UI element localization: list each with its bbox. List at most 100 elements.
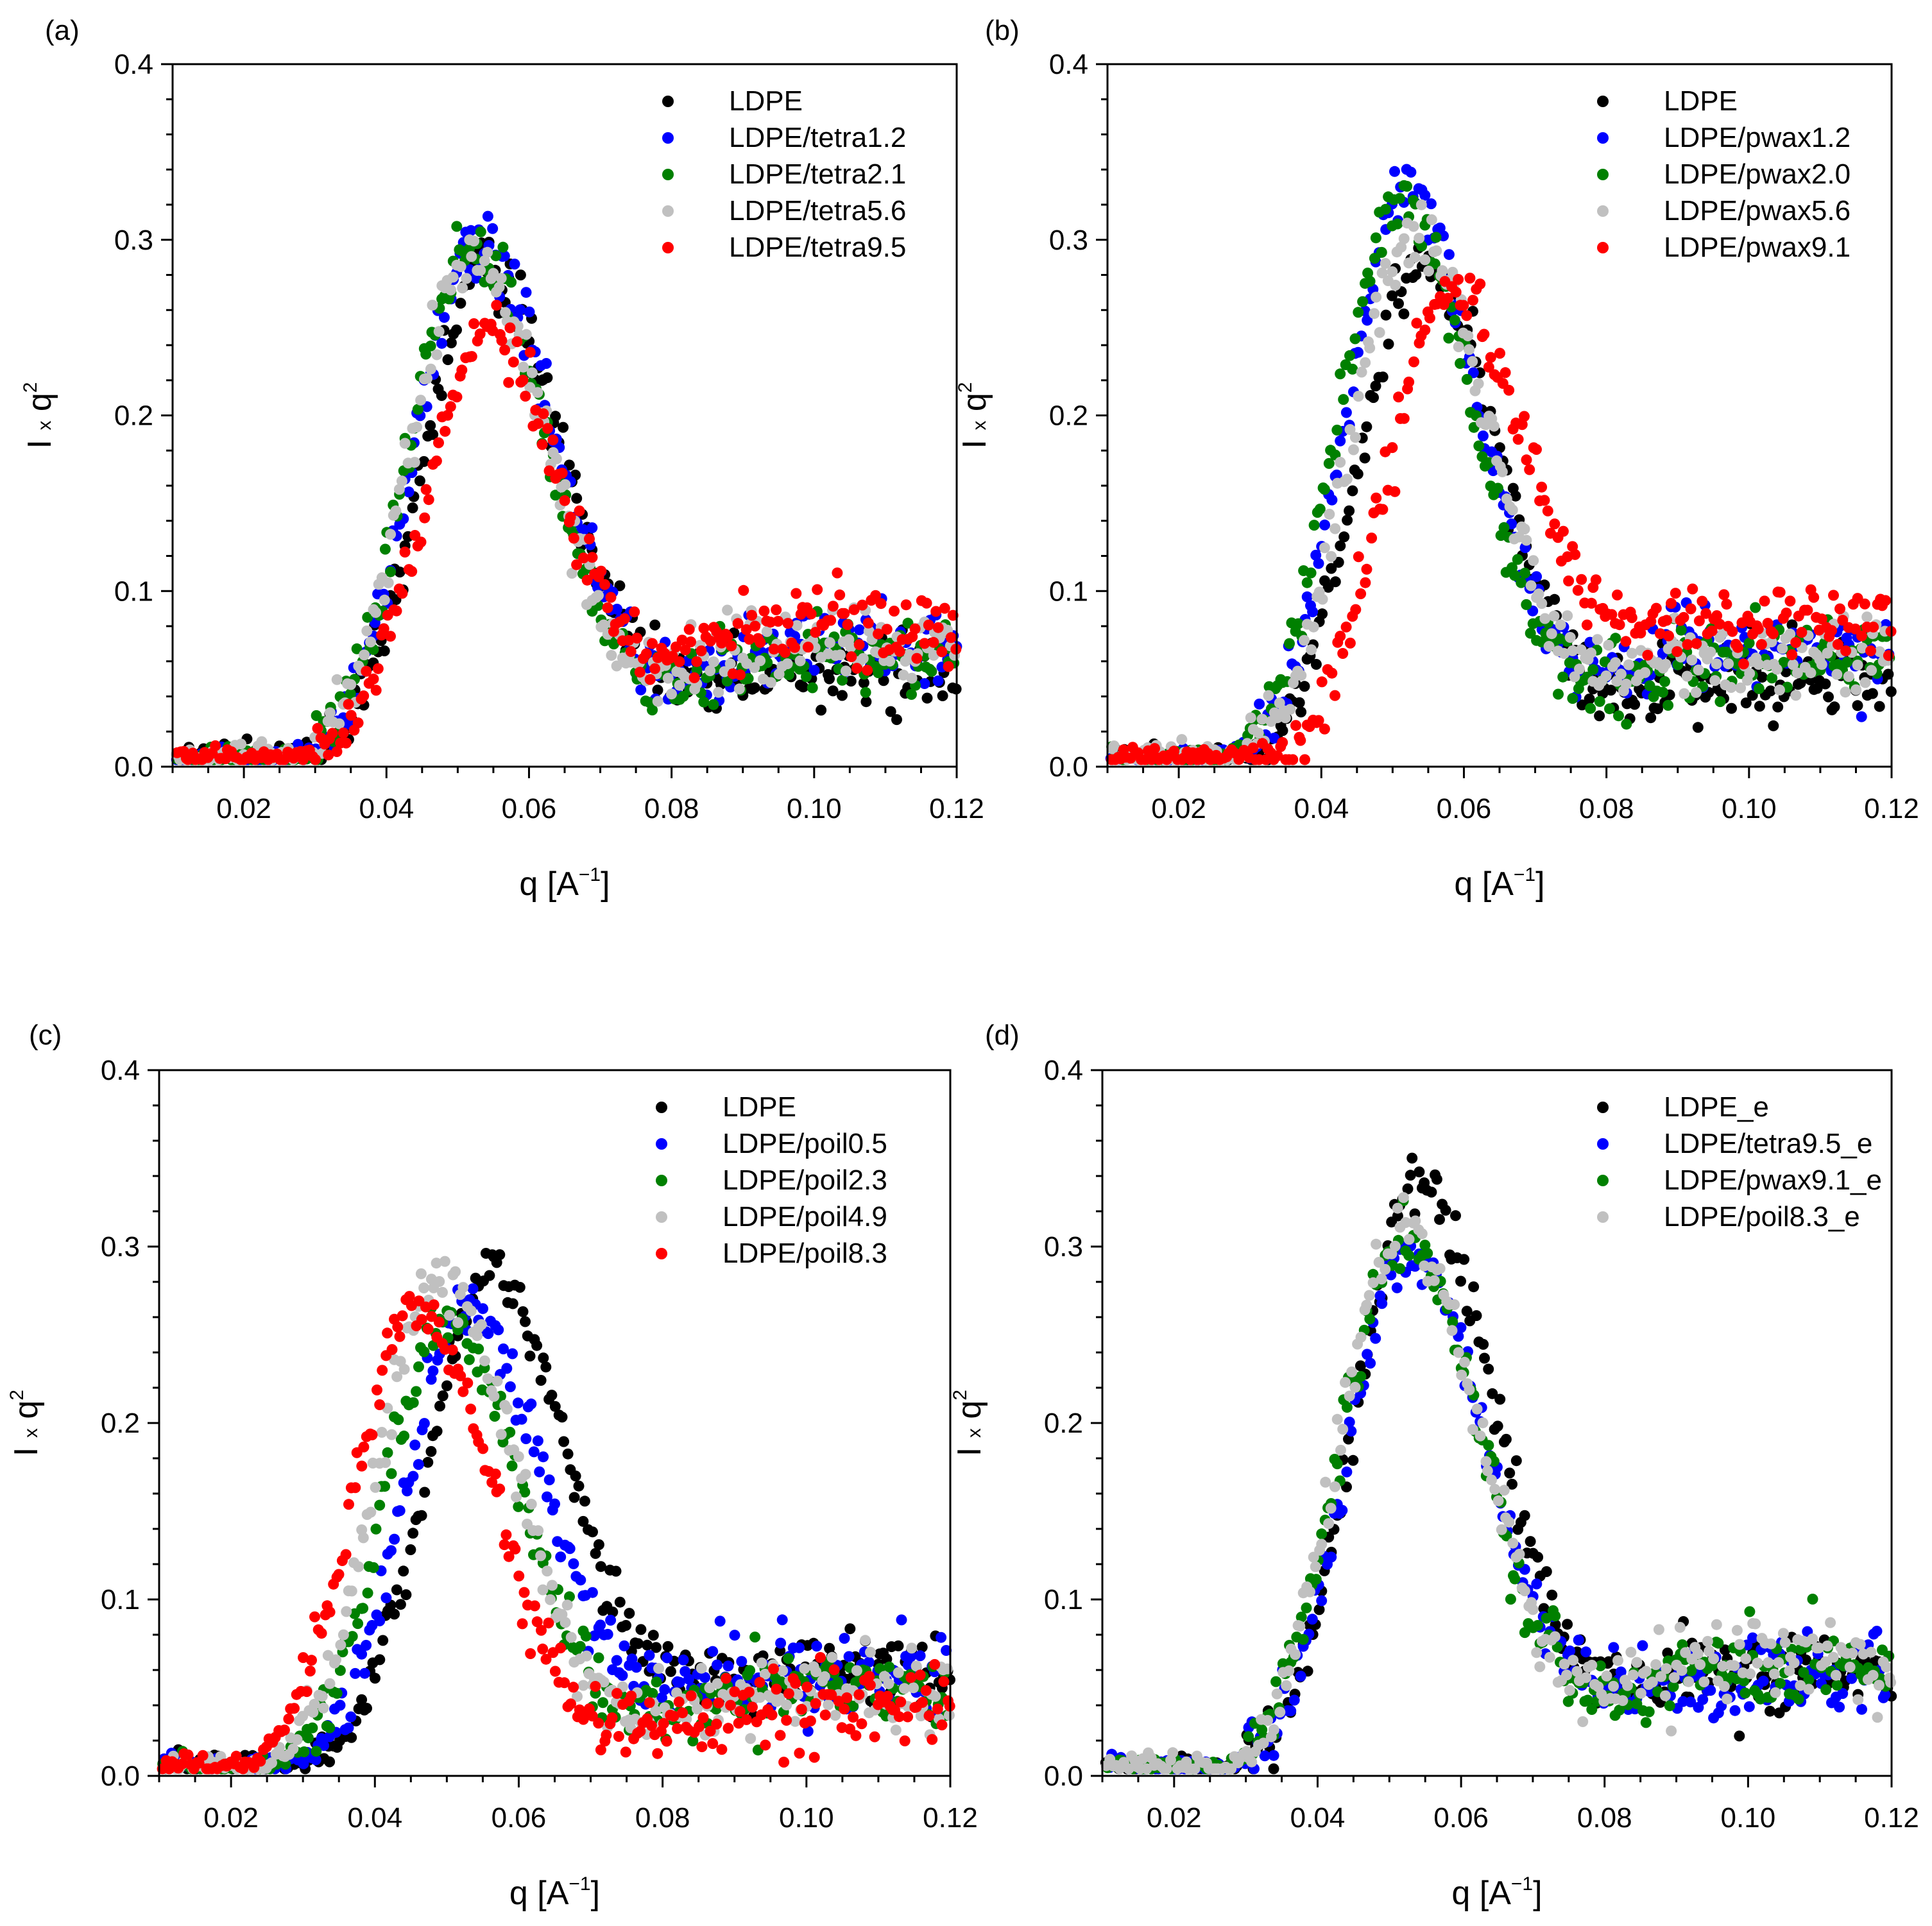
data-point [1685,603,1697,615]
data-point [844,1623,856,1635]
data-point [620,1620,631,1631]
data-point [713,1697,724,1709]
data-point [1425,198,1437,210]
data-point [531,1340,543,1351]
data-point [1643,1706,1655,1717]
data-point [1426,1186,1437,1198]
data-point [1487,1388,1498,1399]
data-point [1353,391,1364,402]
data-point [351,643,363,654]
data-point [1652,703,1663,715]
data-point [1559,648,1570,659]
data-point [1846,1673,1858,1684]
data-point [497,241,509,253]
x-tick-label: 0.08 [635,1802,690,1834]
data-point [789,1716,801,1727]
data-point [783,1688,794,1700]
data-point [526,367,538,379]
data-point [438,312,450,323]
data-point [439,1256,450,1267]
legend-label: LDPE/pwax9.1 [1664,232,1851,263]
data-point [556,468,568,479]
data-point [536,1624,547,1636]
data-point [1254,698,1265,710]
data-point [1337,648,1349,659]
data-point [602,602,613,613]
data-point [1756,639,1767,650]
data-point [1531,444,1542,455]
data-point [1650,602,1662,614]
legend-item: LDPE [1597,85,1738,117]
legend-item: LDPE [656,1091,796,1123]
y-tick-label: 0.0 [114,751,153,783]
data-point [1507,504,1518,516]
data-point [1686,654,1698,666]
data-point [1714,618,1725,630]
data-point [1360,357,1371,368]
data-point [577,1680,589,1691]
data-point [1592,634,1603,645]
data-point [1757,1675,1769,1687]
data-point [1512,554,1523,565]
data-point [302,1732,314,1744]
data-point [423,494,434,506]
data-point [1740,697,1752,709]
data-point [390,505,402,516]
data-point [437,1286,448,1298]
data-point [1331,1458,1343,1470]
data-point [1516,419,1528,430]
data-point [1389,166,1400,177]
x-tick-label: 0.04 [359,793,414,824]
data-points [1100,1152,1897,1775]
data-point [595,1744,606,1755]
data-point [722,604,733,616]
data-point [794,1642,805,1653]
data-point [1408,356,1419,368]
data-point [1301,577,1313,588]
data-point [1295,735,1306,746]
data-point [1362,1349,1373,1360]
data-point [345,679,357,690]
data-point [468,318,480,329]
data-point [327,728,338,739]
data-point [719,666,730,678]
data-point [1314,504,1326,515]
data-point [749,682,760,694]
data-point [1681,670,1693,682]
legend-item: LDPE/tetra9.5 [662,232,906,263]
data-point [749,1632,761,1643]
data-point [1306,1614,1318,1625]
data-point [842,619,853,631]
data-point [368,673,379,685]
legend-item: LDPE/poil8.3 [656,1238,887,1269]
data-point [487,223,499,234]
data-point [701,1698,712,1709]
series-LDPE/pwax9.1 [1106,273,1897,765]
data-point [631,633,643,644]
data-point [1281,1680,1292,1691]
y-tick-label: 0.2 [114,400,153,432]
data-point [311,1746,322,1757]
legend-label: LDPE/poil8.3 [722,1238,887,1269]
data-point [513,1571,525,1581]
data-point [619,1640,630,1651]
panel-label: (a) [45,15,80,46]
data-point [771,604,782,615]
data-point [1268,1763,1279,1775]
x-tick-label: 0.08 [644,793,699,824]
data-point [1777,643,1788,654]
data-point [517,1618,528,1630]
data-point [1326,550,1337,562]
data-point [465,1403,477,1415]
x-tick-label: 0.12 [929,793,984,824]
panel-label: (b) [985,15,1020,46]
data-point [1563,575,1575,586]
data-point [550,490,561,501]
data-point [1657,686,1668,698]
data-point [1856,630,1867,642]
data-point [1473,378,1484,389]
data-point [782,618,794,629]
data-point [533,1525,544,1537]
data-point [1874,701,1885,712]
data-point [649,663,661,674]
